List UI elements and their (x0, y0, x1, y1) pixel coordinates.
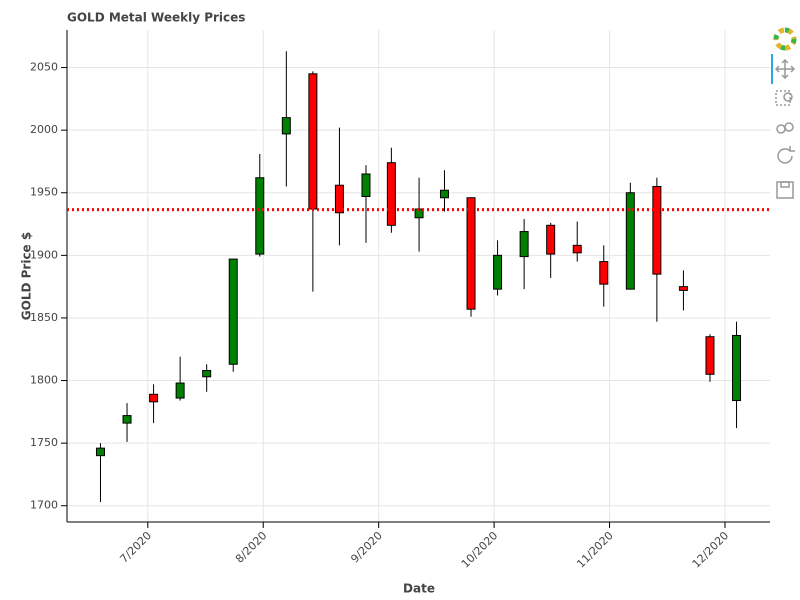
candle-body (732, 334, 742, 402)
y-tick-label: 1850 (30, 311, 58, 324)
candle-body (625, 192, 635, 290)
x-tick-label: 7/2020 (117, 529, 154, 566)
wheel-zoom-tool[interactable] (776, 124, 786, 134)
y-tick-label: 1800 (30, 374, 58, 387)
save-tool-slot (780, 181, 790, 188)
candle-body (281, 117, 291, 135)
x-tick-label: 11/2020 (574, 529, 616, 571)
candle-body (308, 73, 318, 210)
candle-body (202, 370, 212, 378)
x-tick-label: 12/2020 (690, 529, 732, 571)
candle-body (414, 208, 424, 219)
candle-body (466, 197, 476, 310)
candle-body (122, 415, 132, 424)
candle-body (493, 254, 503, 290)
candle-body (439, 189, 449, 199)
x-tick-label: 9/2020 (348, 529, 385, 566)
candle-body (705, 336, 715, 375)
candle-body (255, 177, 265, 255)
y-tick-label: 2000 (30, 123, 58, 136)
candle-body (386, 162, 396, 226)
candle-body (599, 261, 609, 285)
y-tick-label: 1950 (30, 186, 58, 199)
save-tool[interactable] (776, 181, 794, 199)
x-tick-label: 10/2020 (459, 529, 501, 571)
candle-body (519, 231, 529, 258)
x-tick-label: 8/2020 (233, 529, 270, 566)
toolbar-active-indicator (771, 54, 773, 84)
box-zoom-lens (783, 92, 793, 102)
y-tick-label: 1750 (30, 436, 58, 449)
candle-body (652, 185, 662, 275)
reset-tool[interactable] (777, 146, 795, 164)
candle-body (678, 286, 688, 291)
candle-body (334, 184, 344, 214)
toolbar (771, 27, 797, 199)
candle-body (175, 382, 185, 399)
x-axis-label: Date (403, 582, 435, 596)
y-axis-label: GOLD Price $ (20, 232, 34, 320)
logo-ring (773, 27, 797, 51)
y-tick-label: 1900 (30, 248, 58, 261)
box-zoom-tool[interactable] (775, 90, 791, 106)
y-tick-label: 1700 (30, 499, 58, 512)
candle-body (546, 224, 556, 255)
candle-body (95, 447, 105, 457)
logo-ring (773, 27, 797, 51)
chart-title: GOLD Metal Weekly Prices (67, 11, 245, 25)
candle-body (228, 258, 238, 365)
wheel-zoom-lens (784, 122, 794, 132)
pan-tool[interactable] (774, 58, 796, 80)
candle-body (149, 393, 159, 403)
candle-body (572, 244, 582, 254)
bokeh-logo[interactable] (773, 27, 797, 51)
y-tick-label: 2050 (30, 61, 58, 74)
candle-body (361, 173, 371, 198)
